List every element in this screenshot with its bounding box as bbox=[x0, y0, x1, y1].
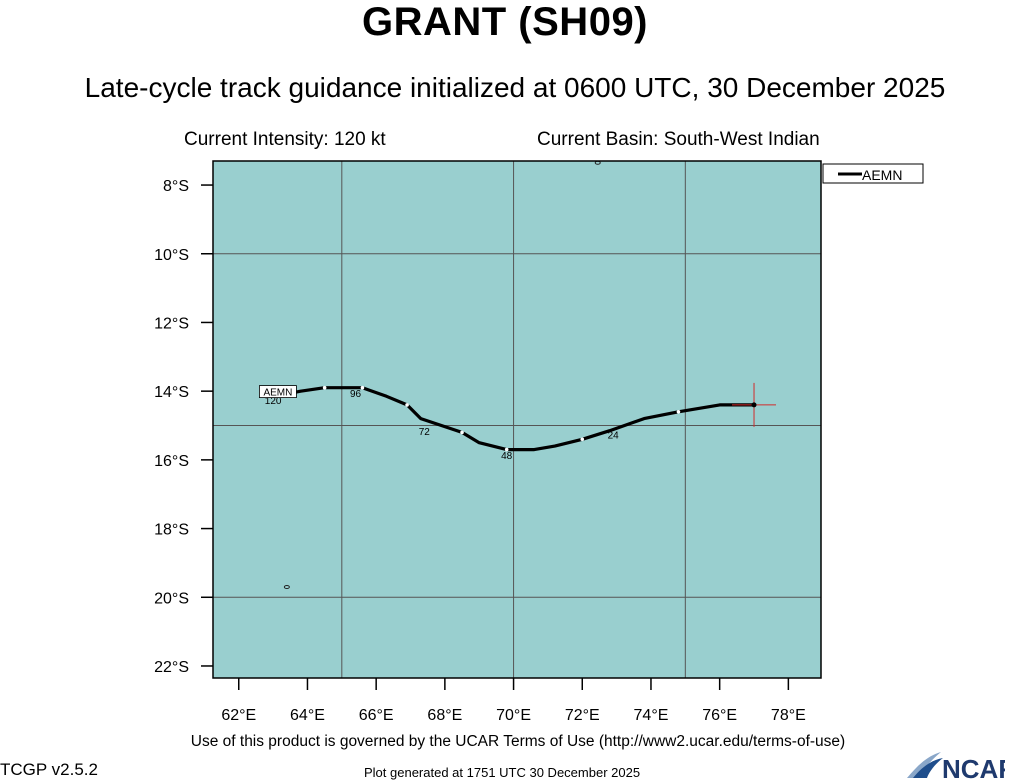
lat-tick-label: 20°S bbox=[154, 590, 189, 607]
track-12h-dot bbox=[580, 437, 585, 442]
legend-entry-label: AEMN bbox=[862, 167, 902, 183]
ncar-logo-text: NCAR bbox=[942, 754, 1005, 780]
lon-tick-label: 62°E bbox=[221, 707, 256, 724]
map-frame bbox=[212, 160, 822, 679]
legend-box bbox=[822, 163, 924, 184]
forecast-hour-label: 48 bbox=[501, 451, 513, 462]
aemn-track-line bbox=[283, 386, 754, 452]
axis-ticks: 8°S 10°S 12°S 14°S 16°S 18°S 20°S 22°S 62°E 64°E 6… bbox=[154, 178, 806, 724]
forecast-hour-label: 96 bbox=[350, 389, 362, 400]
track-12h-dot bbox=[676, 409, 681, 414]
track-12h-dot bbox=[504, 447, 509, 452]
current-basin-label: Current Basin: South-West Indian bbox=[537, 129, 820, 150]
lat-tick-label: 22°S bbox=[154, 659, 189, 676]
track-12h-dot bbox=[322, 385, 327, 390]
current-intensity-label: Current Intensity: 120 kt bbox=[184, 129, 386, 150]
lon-tick-label: 66°E bbox=[359, 707, 394, 724]
generated-timestamp: Plot generated at 1751 UTC 30 December 2… bbox=[364, 765, 641, 780]
terms-of-use-text: Use of this product is governed by the U… bbox=[190, 733, 846, 750]
lat-tick-label: 10°S bbox=[154, 247, 189, 264]
lon-tick-label: 76°E bbox=[702, 707, 737, 724]
lat-tick-label: 18°S bbox=[154, 522, 189, 539]
lat-tick-label: 12°S bbox=[154, 315, 189, 332]
legend: AEMN bbox=[822, 163, 924, 184]
track-12h-dot bbox=[460, 430, 464, 435]
chart-title: GRANT (SH09) bbox=[361, 0, 649, 44]
track-label-text: AEMN bbox=[263, 388, 292, 399]
current-position-marker bbox=[751, 402, 757, 408]
graticule bbox=[213, 161, 821, 678]
lon-tick-label: 70°E bbox=[496, 707, 531, 724]
track-12h-dot bbox=[360, 385, 365, 390]
forecast-hour-label: 24 bbox=[608, 430, 620, 441]
lon-tick-label: 74°E bbox=[634, 707, 669, 724]
lat-tick-label: 14°S bbox=[154, 384, 189, 401]
lat-tick-label: 16°S bbox=[154, 453, 189, 470]
island-outline bbox=[283, 584, 290, 589]
lon-tick-label: 78°E bbox=[771, 707, 806, 724]
ocean-background bbox=[213, 161, 821, 678]
forecast-hour-label: 72 bbox=[419, 427, 431, 438]
lon-tick-label: 72°E bbox=[565, 707, 600, 724]
lon-tick-label: 68°E bbox=[427, 707, 462, 724]
version-label: TCGP v2.5.2 bbox=[0, 760, 98, 779]
ncar-logo: NCAR bbox=[907, 752, 1005, 780]
ncar-swoosh-icon bbox=[907, 752, 943, 778]
forecast-hour-label: 120 bbox=[265, 396, 282, 407]
track-12h-dot bbox=[405, 403, 409, 407]
lat-tick-label: 8°S bbox=[163, 178, 189, 195]
track-label-box bbox=[259, 385, 297, 398]
chart-subtitle: Late-cycle track guidance initialized at… bbox=[84, 72, 946, 103]
lon-tick-label: 64°E bbox=[290, 707, 325, 724]
